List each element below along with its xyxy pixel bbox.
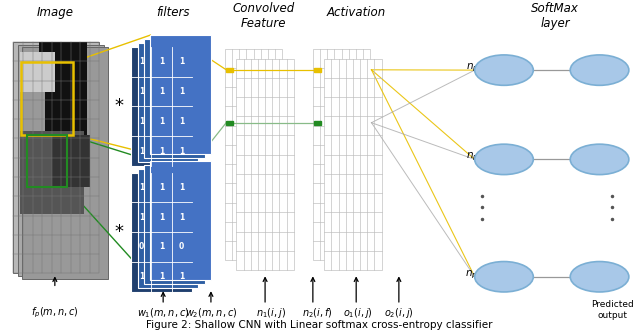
Bar [324, 58, 381, 270]
Text: $w_1(m,n,c)$: $w_1(m,n,c)$ [137, 306, 189, 320]
Bar [313, 48, 370, 260]
Bar [138, 169, 198, 288]
Text: 1: 1 [179, 87, 184, 96]
Bar [131, 173, 192, 291]
Circle shape [570, 262, 629, 292]
Bar [314, 121, 321, 125]
Text: $n_{po}(2)$: $n_{po}(2)$ [466, 149, 497, 163]
Text: 1: 1 [179, 117, 184, 126]
Bar [314, 68, 321, 72]
Text: SoftMax
layer: SoftMax layer [531, 2, 579, 30]
Circle shape [475, 262, 533, 292]
Text: 1: 1 [179, 183, 184, 192]
Text: 1: 1 [159, 117, 164, 126]
Text: *: * [114, 98, 123, 116]
Bar [144, 165, 205, 284]
Bar [138, 43, 198, 162]
Text: $f_p(m,n,c)$: $f_p(m,n,c)$ [31, 306, 79, 320]
Text: 1: 1 [139, 147, 144, 156]
Text: 1: 1 [139, 272, 144, 281]
Bar [20, 52, 55, 92]
Bar [22, 47, 108, 279]
Text: 1: 1 [179, 147, 184, 156]
Bar [28, 134, 67, 188]
Bar [150, 161, 211, 280]
Text: Image: Image [36, 6, 74, 19]
Circle shape [570, 55, 629, 85]
Text: Figure 2: Shallow CNN with Linear softmax cross-entropy classifier: Figure 2: Shallow CNN with Linear softma… [146, 320, 493, 330]
Bar [144, 39, 205, 158]
Text: 1: 1 [159, 87, 164, 96]
Text: filters: filters [156, 6, 189, 19]
Text: 1: 1 [139, 117, 144, 126]
Bar [18, 45, 104, 276]
Circle shape [475, 144, 533, 175]
Text: *: * [114, 223, 123, 241]
Bar [225, 48, 282, 260]
Text: $n_1(i,j)$: $n_1(i,j)$ [257, 306, 287, 320]
Text: 1: 1 [139, 183, 144, 192]
Text: 1: 1 [179, 272, 184, 281]
Text: 1: 1 [179, 57, 184, 66]
Text: $n_{po}(1)$: $n_{po}(1)$ [466, 60, 497, 74]
Text: 0: 0 [179, 242, 184, 252]
Text: $o_1(i,j)$: $o_1(i,j)$ [343, 306, 373, 320]
Bar [21, 62, 74, 134]
Text: 1: 1 [139, 213, 144, 222]
Text: 1: 1 [159, 57, 164, 66]
Bar [39, 42, 86, 134]
Bar [236, 58, 294, 270]
Text: 1: 1 [159, 183, 164, 192]
Text: $n_{po}(M)$: $n_{po}(M)$ [465, 266, 499, 281]
Text: $y_p(1)$: $y_p(1)$ [599, 60, 626, 74]
Text: Convolved
Feature: Convolved Feature [232, 2, 294, 30]
Bar [20, 58, 45, 131]
Text: $n_2(i,f)$: $n_2(i,f)$ [302, 306, 333, 320]
Text: $y_p(M)$: $y_p(M)$ [598, 266, 627, 281]
Text: 1: 1 [139, 87, 144, 96]
Text: 1: 1 [159, 213, 164, 222]
Bar [226, 121, 233, 125]
Text: Predicted
output: Predicted output [591, 300, 634, 319]
Text: 1: 1 [139, 57, 144, 66]
Text: 1: 1 [159, 147, 164, 156]
Text: Activation: Activation [326, 6, 386, 19]
Bar [13, 42, 99, 274]
Bar [131, 47, 192, 166]
Text: 1: 1 [179, 213, 184, 222]
Text: 0: 0 [139, 242, 144, 252]
Bar [52, 134, 90, 188]
Bar [13, 42, 99, 274]
Bar [226, 68, 233, 72]
Text: $w_2(m,n,c)$: $w_2(m,n,c)$ [185, 306, 237, 320]
Bar [150, 35, 211, 154]
Circle shape [570, 144, 629, 175]
Bar [20, 131, 83, 214]
Text: $o_2(i,j)$: $o_2(i,j)$ [384, 306, 413, 320]
Text: 1: 1 [159, 242, 164, 252]
Circle shape [475, 55, 533, 85]
Text: $y_p(2)$: $y_p(2)$ [599, 149, 626, 163]
Text: 1: 1 [159, 272, 164, 281]
